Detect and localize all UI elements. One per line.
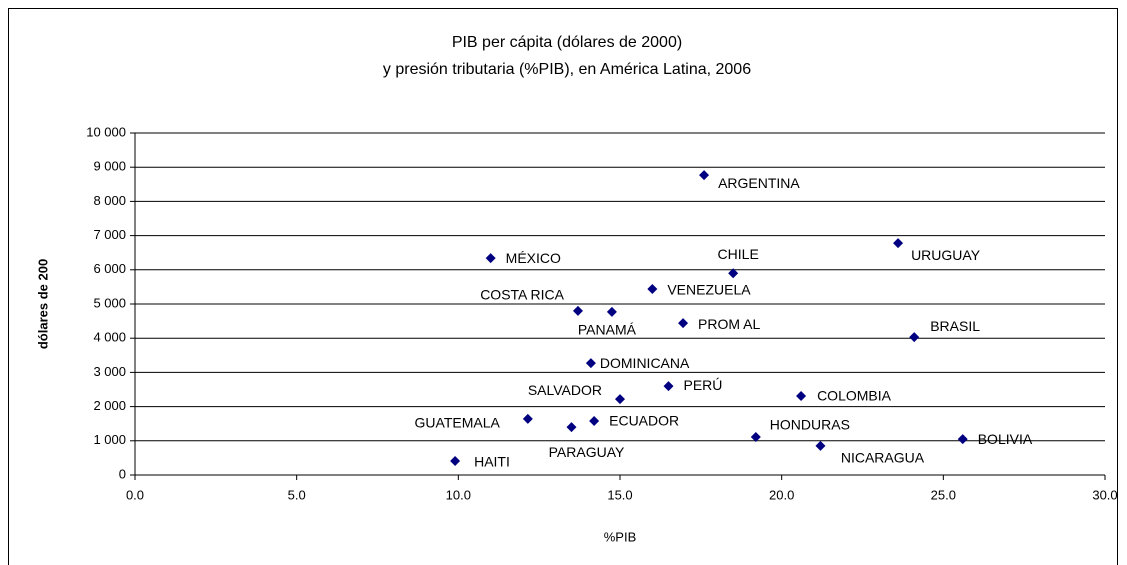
x-tick-label: 10.0 <box>446 487 471 502</box>
point-label: DOMINICANA <box>600 355 690 371</box>
point <box>815 440 826 451</box>
y-tick-label: 9 000 <box>93 159 126 174</box>
point-label: COLOMBIA <box>817 388 892 404</box>
y-tick-label: 5 000 <box>93 295 126 310</box>
point <box>957 434 968 445</box>
point-label: SALVADOR <box>528 382 602 398</box>
point <box>572 305 583 316</box>
point <box>909 332 920 343</box>
point <box>585 358 596 369</box>
point-label: URUGUAY <box>911 247 981 263</box>
point <box>678 318 689 329</box>
point-label: PANAMÁ <box>578 322 637 338</box>
y-tick-label: 1 000 <box>93 432 126 447</box>
point <box>485 253 496 264</box>
x-tick-label: 15.0 <box>607 487 632 502</box>
point <box>893 238 904 249</box>
point-label: PERÚ <box>684 377 723 393</box>
chart-subtitle: y presión tributaria (%PIB), en América … <box>383 61 751 78</box>
point <box>796 390 807 401</box>
point-label: ECUADOR <box>609 413 679 429</box>
y-tick-label: 0 <box>119 466 126 481</box>
point-label: ARGENTINA <box>718 175 800 191</box>
point-label: MÉXICO <box>506 250 561 266</box>
point-label: HONDURAS <box>770 417 850 433</box>
x-axis-label: %PIB <box>604 529 637 544</box>
chart-frame <box>8 8 1118 565</box>
x-tick-label: 25.0 <box>931 487 956 502</box>
point-label: HAITI <box>474 454 510 470</box>
y-tick-label: 4 000 <box>93 330 126 345</box>
chart-title: PIB per cápita (dólares de 2000) <box>452 34 682 51</box>
point-label: NICARAGUA <box>841 450 925 466</box>
point <box>750 432 761 443</box>
point <box>699 170 710 181</box>
y-tick-label: 3 000 <box>93 364 126 379</box>
x-tick-label: 5.0 <box>288 487 306 502</box>
y-tick-label: 10 000 <box>86 124 126 139</box>
point-label: BOLIVIA <box>978 431 1033 447</box>
y-tick-label: 7 000 <box>93 227 126 242</box>
y-axis-label: dólares de 200 <box>35 259 50 349</box>
x-tick-label: 20.0 <box>769 487 794 502</box>
point <box>606 306 617 317</box>
point-label: GUATEMALA <box>415 415 501 431</box>
point <box>522 413 533 424</box>
point-label: CHILE <box>718 246 759 262</box>
point <box>728 268 739 279</box>
x-tick-label: 0.0 <box>126 487 144 502</box>
point-label: PARAGUAY <box>549 444 625 460</box>
point <box>663 381 674 392</box>
y-tick-label: 8 000 <box>93 193 126 208</box>
point-label: COSTA RICA <box>480 287 564 303</box>
point-label: VENEZUELA <box>667 282 751 298</box>
point <box>589 415 600 426</box>
point <box>615 394 625 405</box>
y-tick-label: 6 000 <box>93 261 126 276</box>
point-label: PROM AL <box>698 316 760 332</box>
x-tick-label: 30.0 <box>1092 487 1117 502</box>
point-label: BRASIL <box>930 318 980 334</box>
point <box>647 283 658 294</box>
point <box>566 422 577 433</box>
point <box>450 455 461 466</box>
y-tick-label: 2 000 <box>93 398 126 413</box>
